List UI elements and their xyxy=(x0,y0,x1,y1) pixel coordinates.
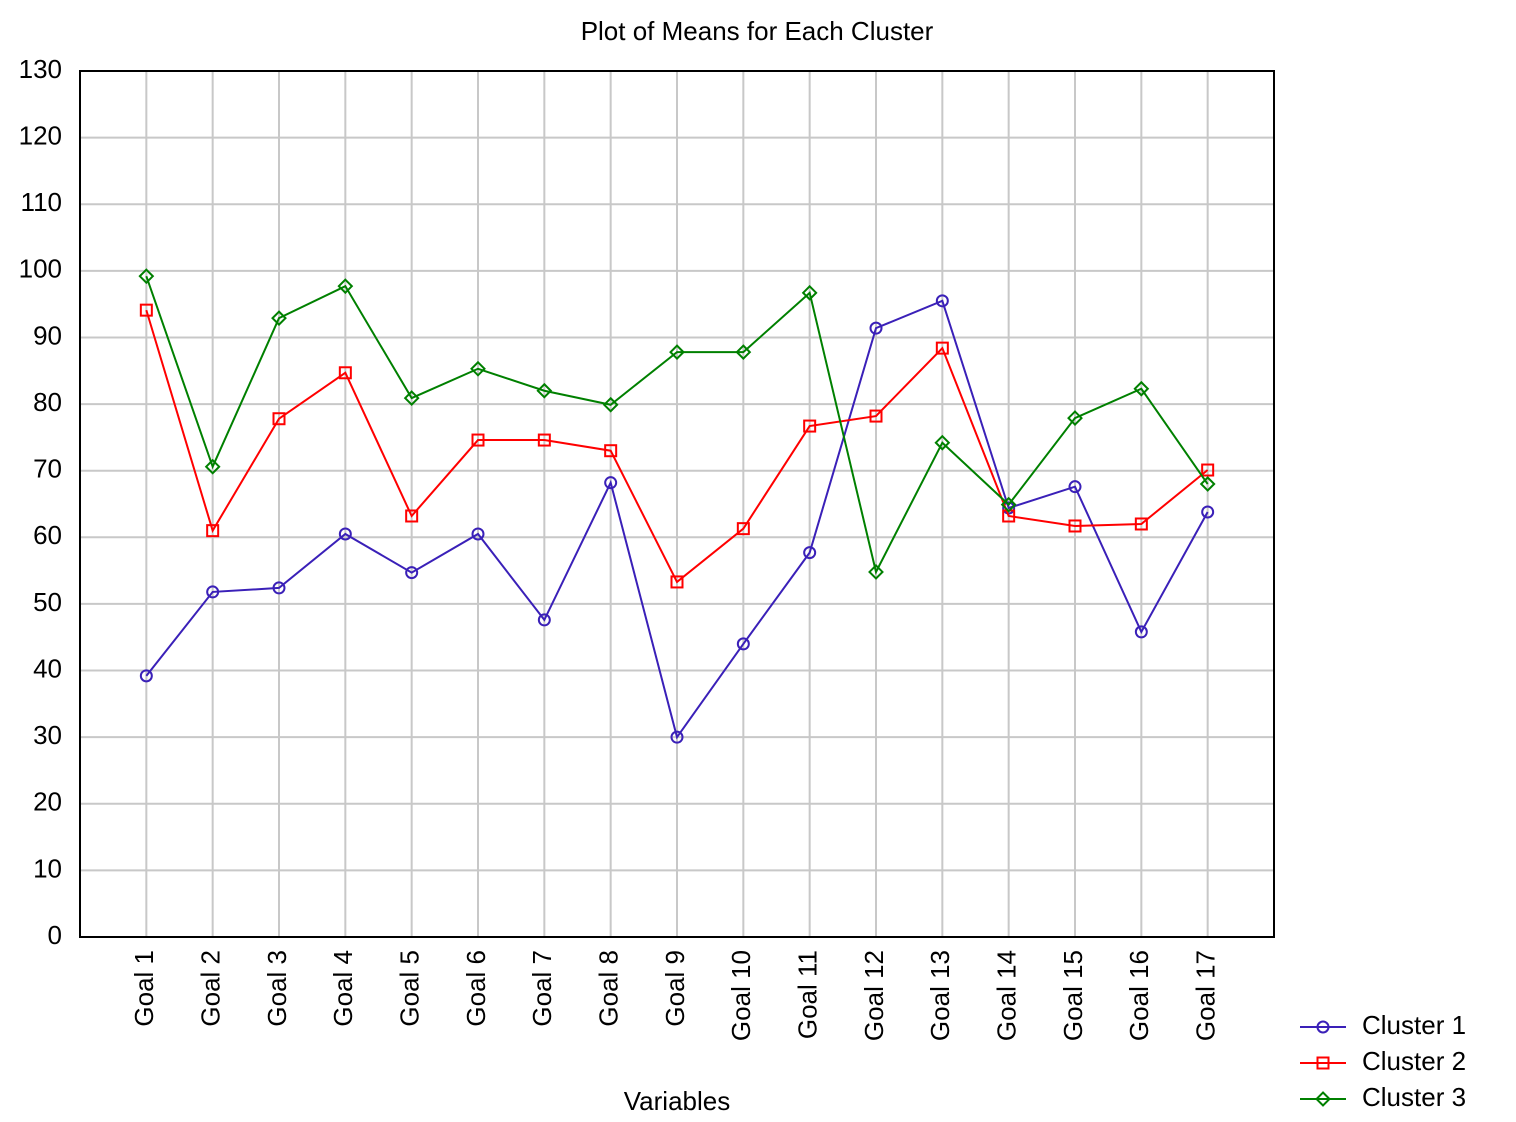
marker xyxy=(869,409,883,423)
marker xyxy=(803,546,817,560)
x-tick-label: Goal 2 xyxy=(196,950,226,1027)
marker xyxy=(670,575,684,589)
marker xyxy=(206,524,220,538)
y-tick-label: 50 xyxy=(33,587,62,617)
x-tick-label: Goal 4 xyxy=(328,950,358,1027)
marker xyxy=(405,566,419,580)
x-tick-label: Goal 17 xyxy=(1191,950,1221,1041)
marker xyxy=(736,637,750,651)
x-tick-label: Goal 10 xyxy=(726,950,756,1041)
y-tick-label: 110 xyxy=(21,187,62,217)
marker xyxy=(403,390,420,406)
marker xyxy=(139,669,153,683)
marker xyxy=(1199,476,1216,492)
y-tick-label: 40 xyxy=(33,653,62,683)
y-tick-label: 80 xyxy=(33,387,62,417)
marker xyxy=(470,360,486,377)
marker xyxy=(271,310,287,327)
plot-frame xyxy=(79,70,1275,938)
marker xyxy=(272,581,286,595)
x-tick-label: Goal 15 xyxy=(1058,950,1088,1041)
x-tick-label: Goal 9 xyxy=(660,950,690,1027)
marker xyxy=(138,268,155,285)
legend-marker xyxy=(1316,1056,1330,1070)
marker xyxy=(604,476,618,490)
marker xyxy=(1134,625,1148,639)
y-tick-label: 100 xyxy=(19,254,62,284)
marker xyxy=(604,444,618,458)
marker xyxy=(935,341,949,355)
x-tick-label: Goal 5 xyxy=(395,950,425,1027)
y-tick-label: 20 xyxy=(33,787,62,817)
y-tick-label: 70 xyxy=(33,454,62,484)
marker xyxy=(803,419,817,433)
marker xyxy=(1134,517,1148,531)
marker xyxy=(206,585,220,599)
x-tick-label: Goal 6 xyxy=(461,950,491,1027)
marker xyxy=(139,303,153,317)
marker xyxy=(471,433,485,447)
marker xyxy=(537,613,551,627)
y-tick-label: 10 xyxy=(33,853,62,883)
marker xyxy=(536,382,553,399)
x-tick-label: Goal 7 xyxy=(527,950,557,1027)
x-tick-label: Goal 16 xyxy=(1124,950,1154,1041)
y-tick-label: 60 xyxy=(33,520,62,550)
marker xyxy=(338,366,352,380)
x-tick-label: Goal 8 xyxy=(594,950,624,1027)
x-axis-label: Variables xyxy=(624,1086,730,1116)
x-tick-label: Goal 14 xyxy=(992,950,1022,1041)
legend-label: Cluster 2 xyxy=(1362,1046,1466,1076)
chart-title: Plot of Means for Each Cluster xyxy=(581,16,934,46)
legend-label: Cluster 3 xyxy=(1362,1082,1466,1112)
marker xyxy=(471,527,485,541)
marker xyxy=(602,396,619,413)
marker xyxy=(935,294,949,308)
marker xyxy=(405,509,419,523)
x-tick-label: Goal 13 xyxy=(925,950,955,1041)
marker xyxy=(1201,463,1215,477)
series-line xyxy=(145,309,1209,584)
x-tick-label: Goal 1 xyxy=(129,950,159,1027)
marker xyxy=(1000,496,1017,513)
marker xyxy=(934,434,951,451)
marker xyxy=(869,321,883,335)
marker xyxy=(801,284,818,301)
marker xyxy=(868,564,884,580)
marker xyxy=(669,344,685,361)
x-tick-label: Goal 3 xyxy=(262,950,292,1027)
y-tick-label: 130 xyxy=(19,54,62,84)
marker xyxy=(1068,519,1082,533)
marker xyxy=(736,522,750,536)
series-line xyxy=(145,275,1209,575)
y-tick-label: 30 xyxy=(33,720,62,750)
legend-marker xyxy=(1315,1091,1331,1107)
x-tick-label: Goal 12 xyxy=(859,950,889,1041)
marker xyxy=(670,730,684,744)
marker xyxy=(337,278,354,295)
marker xyxy=(1201,505,1215,519)
y-tick-label: 120 xyxy=(19,120,62,150)
legend-label: Cluster 1 xyxy=(1362,1010,1466,1040)
marker xyxy=(1067,410,1083,426)
series-line xyxy=(145,299,1209,740)
marker xyxy=(272,412,286,426)
legend-marker xyxy=(1316,1020,1330,1034)
marker xyxy=(1133,380,1150,397)
marker xyxy=(735,344,752,361)
marker xyxy=(338,527,352,541)
x-tick-label: Goal 11 xyxy=(793,950,823,1039)
y-tick-label: 90 xyxy=(33,320,62,350)
y-tick-label: 0 xyxy=(48,920,62,950)
marker xyxy=(537,433,551,447)
marker xyxy=(1068,480,1082,494)
marker xyxy=(204,458,221,475)
